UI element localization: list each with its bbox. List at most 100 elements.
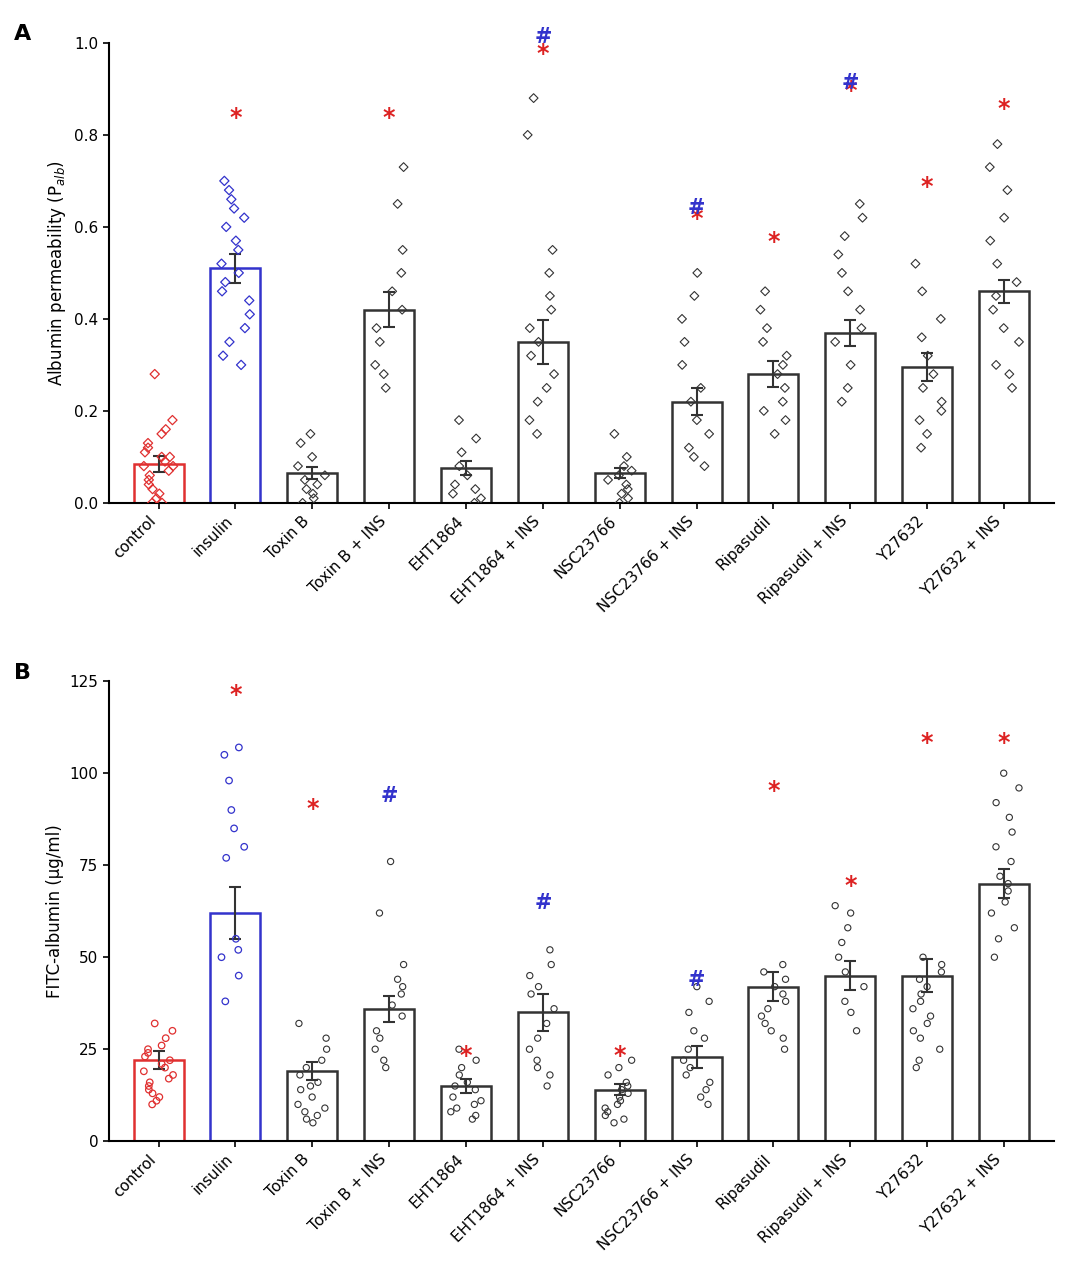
Point: [298, 1109, 315, 1130]
Bar: [134, 464, 183, 504]
Bar: [595, 473, 645, 504]
Point: [161, 447, 178, 468]
Point: [302, 1076, 319, 1097]
Point: [914, 281, 931, 302]
Point: [611, 1086, 628, 1107]
Point: [521, 410, 538, 431]
Point: [521, 965, 538, 985]
Point: [153, 493, 170, 514]
Point: [763, 1021, 780, 1042]
Point: [542, 286, 559, 307]
Point: [226, 198, 243, 219]
Point: [989, 929, 1007, 950]
Point: [987, 286, 1005, 307]
Point: [777, 992, 794, 1012]
Point: [473, 1090, 490, 1111]
Point: [913, 984, 930, 1005]
Point: [931, 1039, 948, 1059]
Point: [833, 263, 850, 284]
Point: [144, 479, 161, 500]
Point: [538, 1076, 556, 1097]
Text: *: *: [767, 778, 780, 803]
Point: [692, 1086, 709, 1107]
Point: [701, 1072, 719, 1093]
Point: [1003, 378, 1021, 399]
Point: [467, 1080, 484, 1100]
Point: [918, 1013, 935, 1034]
Bar: [671, 401, 722, 504]
Point: [451, 456, 468, 477]
Point: [755, 962, 773, 983]
Point: [682, 391, 699, 412]
Point: [833, 391, 850, 412]
Point: [609, 1094, 626, 1114]
Point: [220, 771, 237, 791]
Point: [759, 318, 776, 339]
Point: [303, 1086, 320, 1107]
Point: [530, 976, 547, 997]
Point: [371, 332, 388, 353]
Point: [852, 318, 870, 339]
Point: [214, 281, 231, 302]
Point: [827, 332, 844, 353]
Point: [919, 345, 937, 366]
Point: [696, 456, 713, 477]
Point: [619, 488, 637, 509]
Point: [914, 378, 931, 399]
Point: [160, 460, 177, 481]
Point: [839, 281, 857, 302]
Point: [393, 263, 410, 284]
Point: [996, 207, 1013, 227]
Point: [140, 1080, 158, 1100]
Point: [775, 355, 792, 376]
Point: [473, 488, 490, 509]
Text: *: *: [921, 731, 933, 755]
Point: [451, 1065, 468, 1085]
Point: [911, 969, 928, 989]
Point: [619, 479, 637, 500]
Point: [375, 364, 393, 385]
Point: [774, 391, 791, 412]
Point: [529, 391, 546, 412]
Point: [146, 364, 163, 385]
Point: [775, 1028, 792, 1048]
Point: [136, 1047, 153, 1067]
Point: [766, 976, 783, 997]
Text: #: #: [688, 198, 706, 217]
Point: [680, 1039, 697, 1059]
Point: [375, 1051, 393, 1071]
Point: [842, 902, 859, 923]
Point: [135, 1061, 152, 1081]
Point: [316, 1098, 333, 1118]
Point: [1008, 272, 1025, 293]
Point: [906, 253, 924, 273]
Point: [932, 962, 950, 983]
Point: [839, 378, 857, 399]
Point: [688, 410, 706, 431]
Point: [680, 437, 697, 458]
Point: [394, 240, 411, 261]
Bar: [749, 374, 798, 504]
Point: [450, 410, 467, 431]
Point: [164, 1065, 181, 1085]
Point: [241, 304, 258, 325]
Point: [148, 1090, 165, 1111]
Bar: [825, 332, 875, 504]
Bar: [902, 975, 952, 1141]
Point: [999, 881, 1016, 901]
Point: [755, 401, 773, 422]
Point: [158, 1028, 175, 1048]
Point: [775, 984, 792, 1005]
Point: [851, 194, 869, 215]
Point: [135, 456, 152, 477]
Point: [235, 837, 252, 858]
Bar: [210, 912, 260, 1141]
Point: [467, 479, 484, 500]
Point: [774, 955, 791, 975]
Point: [933, 391, 951, 412]
Point: [933, 955, 951, 975]
Point: [395, 157, 412, 178]
Point: [680, 1002, 697, 1022]
Bar: [902, 367, 952, 504]
Y-axis label: Albumin permeability (P$_{alb}$): Albumin permeability (P$_{alb}$): [46, 160, 68, 386]
